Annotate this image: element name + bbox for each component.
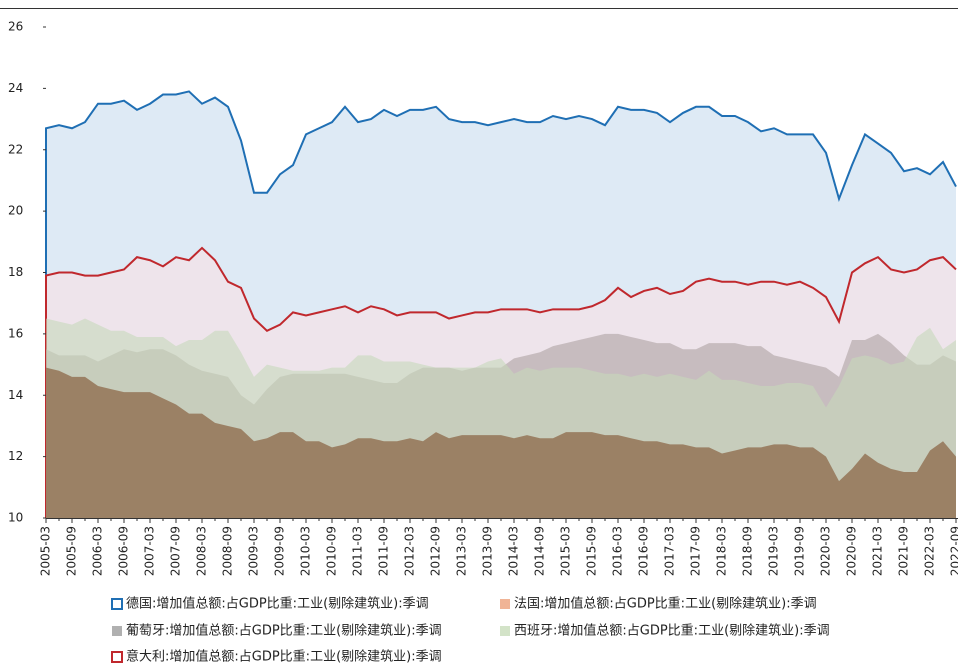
x-tick-label: 2010-03: [299, 526, 313, 576]
y-tick-label: 26: [8, 20, 23, 34]
x-tick-label: 2015-03: [559, 526, 573, 576]
x-tick-label: 2011-03: [351, 526, 365, 576]
y-tick-label: 12: [8, 449, 23, 463]
y-tick-label: 20: [8, 204, 23, 218]
x-tick-label: 2022-09: [949, 526, 958, 576]
x-tick-label: 2016-03: [611, 526, 625, 576]
x-tick-label: 2021-09: [897, 526, 911, 576]
x-tick-label: 2009-03: [247, 526, 261, 576]
y-tick-label: 22: [8, 142, 23, 156]
x-tick-label: 2019-03: [767, 526, 781, 576]
x-tick-label: 2017-09: [689, 526, 703, 576]
x-tick-label: 2022-03: [923, 526, 937, 576]
y-tick-label: 14: [8, 388, 23, 402]
x-tick-label: 2006-09: [117, 526, 131, 576]
x-tick-label: 2018-09: [741, 526, 755, 576]
x-tick-label: 2018-03: [715, 526, 729, 576]
x-tick-label: 2014-03: [507, 526, 521, 576]
legend-label: 西班牙:增加值总额:占GDP比重:工业(剔除建筑业):季调: [514, 623, 830, 639]
x-tick-label: 2013-03: [455, 526, 469, 576]
x-tick-label: 2012-09: [429, 526, 443, 576]
x-tick-label: 2005-09: [65, 526, 79, 576]
x-tick-label: 2008-03: [195, 526, 209, 576]
legend-swatch: [111, 651, 123, 663]
y-tick-label: 18: [8, 265, 23, 279]
y-tick-label: 16: [8, 326, 23, 340]
x-tick-label: 2016-09: [637, 526, 651, 576]
x-tick-label: 2006-03: [91, 526, 105, 576]
x-tick-label: 2010-09: [325, 526, 339, 576]
legend-swatch: [500, 626, 510, 636]
legend-label: 法国:增加值总额:占GDP比重:工业(剔除建筑业):季调: [514, 596, 817, 612]
series-line: [45, 90, 957, 518]
area: [46, 367, 956, 518]
x-tick-label: 2007-03: [143, 526, 157, 576]
legend-label: 意大利:增加值总额:占GDP比重:工业(剔除建筑业):季调: [126, 649, 442, 665]
x-tick-label: 2017-03: [663, 526, 677, 576]
x-tick-label: 2020-03: [819, 526, 833, 576]
x-tick-label: 2011-09: [377, 526, 391, 576]
legend-label: 德国:增加值总额:占GDP比重:工业(剔除建筑业):季调: [126, 596, 429, 612]
legend-swatch: [112, 626, 122, 636]
x-tick-label: 2012-03: [403, 526, 417, 576]
y-tick-label: 24: [8, 81, 23, 95]
x-tick-label: 2019-09: [793, 526, 807, 576]
series-line: [45, 246, 957, 518]
x-tick-label: 2007-09: [169, 526, 183, 576]
x-tick-label: 2015-09: [585, 526, 599, 576]
x-tick-label: 2020-09: [845, 526, 859, 576]
x-tick-label: 2021-03: [871, 526, 885, 576]
x-tick-label: 2013-09: [481, 526, 495, 576]
x-tick-label: 2009-09: [273, 526, 287, 576]
x-tick-label: 2008-09: [221, 526, 235, 576]
x-tick-label: 2014-09: [533, 526, 547, 576]
legend-label: 葡萄牙:增加值总额:占GDP比重:工业(剔除建筑业):季调: [126, 623, 442, 639]
legend-swatch: [500, 599, 510, 609]
x-tick-label: 2005-03: [39, 526, 53, 576]
y-tick-label: 10: [8, 511, 23, 525]
legend-swatch: [111, 598, 123, 610]
